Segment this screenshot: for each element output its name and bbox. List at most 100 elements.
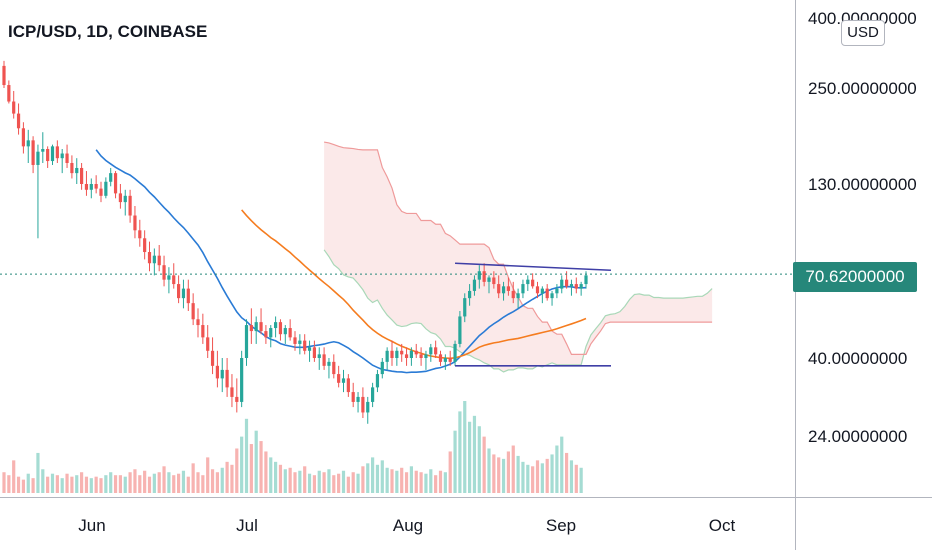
candle-body <box>424 354 428 358</box>
volume-bar <box>312 475 316 493</box>
candle-body <box>80 167 84 184</box>
y-tick-label: 250.00000000 <box>808 79 917 98</box>
candle-body <box>341 378 346 383</box>
volume-bar <box>70 476 74 493</box>
volume-bar <box>278 464 283 493</box>
volume-bar <box>327 469 331 493</box>
candle-body <box>99 188 103 196</box>
candle-body <box>526 279 530 285</box>
candle-body <box>472 279 477 291</box>
volume-bar <box>438 470 443 493</box>
volume-bar <box>133 469 137 493</box>
volume-bar <box>317 470 321 493</box>
volume-bar <box>322 472 326 493</box>
ichimoku-cloud <box>0 0 795 550</box>
candle-body <box>104 181 108 196</box>
currency-button[interactable]: USD <box>841 20 885 46</box>
volume-bar <box>366 463 370 493</box>
volume-bar <box>240 436 244 493</box>
candle-body <box>191 303 195 320</box>
volume-bar <box>104 475 108 493</box>
volume-bar <box>206 457 210 493</box>
volume-bar <box>492 454 496 493</box>
chart-title: ICP/USD, 1D, COINBASE <box>8 22 208 41</box>
candle-body <box>133 215 137 231</box>
candle-body <box>574 284 578 289</box>
volume-bar <box>569 460 574 493</box>
volume-bar <box>448 451 452 493</box>
y-tick-label: 400.00000000 <box>808 9 917 28</box>
volume-bar <box>526 464 530 493</box>
candle-body <box>395 350 399 358</box>
candle-body <box>560 279 564 289</box>
volume-bar <box>409 466 413 493</box>
candle-body <box>259 322 263 332</box>
candle-body <box>356 396 360 402</box>
volume-bar <box>424 473 428 493</box>
candle-body <box>50 146 55 162</box>
candle-body <box>269 328 273 338</box>
candle-body <box>177 284 181 299</box>
volume-bar <box>477 426 481 493</box>
volume-bar <box>400 467 404 493</box>
candle-body <box>550 293 554 299</box>
volume-bar <box>274 461 278 493</box>
candle-body <box>70 162 74 174</box>
volume-bar <box>162 466 166 493</box>
candle-body <box>400 350 404 355</box>
candle-body <box>346 378 350 393</box>
candle-body <box>298 340 302 344</box>
plot-background <box>0 0 795 550</box>
candle-body <box>55 146 59 159</box>
volume-bar <box>560 436 564 493</box>
candle-body <box>84 184 89 190</box>
last-price-label: 70.62000000 <box>793 262 917 292</box>
volume-bar <box>181 470 186 493</box>
volume-bar <box>50 473 55 493</box>
candle-body <box>463 298 467 317</box>
candle-body <box>240 358 244 402</box>
volume-bar <box>84 476 89 493</box>
candle-body <box>351 392 355 402</box>
candle-body <box>75 167 79 174</box>
candle-body <box>584 275 588 285</box>
candles <box>2 60 588 424</box>
candle-body <box>41 148 45 152</box>
candle-body <box>531 279 535 287</box>
volume-bar <box>535 460 540 493</box>
volume-bar <box>109 472 113 493</box>
ma-fast-line <box>95 149 587 374</box>
volume-bar <box>143 470 147 493</box>
x-tick-label: Jul <box>236 516 258 535</box>
channel-upper-line <box>455 262 612 272</box>
volume-bar <box>128 472 132 493</box>
candle-body <box>288 328 292 338</box>
candle-body <box>375 374 380 388</box>
volume-bar <box>371 457 375 493</box>
volume-bar <box>395 470 399 493</box>
candle-body <box>46 148 50 162</box>
candle-body <box>579 284 583 289</box>
candle-body <box>167 275 171 280</box>
candle-body <box>332 361 336 375</box>
candle-body <box>283 328 287 335</box>
volume-bar <box>123 476 127 493</box>
volume-bar <box>2 472 6 493</box>
volume-bar <box>565 452 569 493</box>
candle-body <box>128 195 132 216</box>
y-tick-label: 130.00000000 <box>808 175 917 194</box>
candle-body <box>429 347 433 355</box>
candle-body <box>60 153 64 159</box>
candle-body <box>21 128 25 147</box>
candle-body <box>293 337 297 344</box>
volume-bar <box>99 478 103 493</box>
volume-bar <box>434 475 438 493</box>
candle-body <box>196 319 200 326</box>
candle-body <box>7 85 11 102</box>
volume-bar <box>46 476 50 493</box>
candle-body <box>492 277 496 285</box>
candle-body <box>409 350 413 358</box>
